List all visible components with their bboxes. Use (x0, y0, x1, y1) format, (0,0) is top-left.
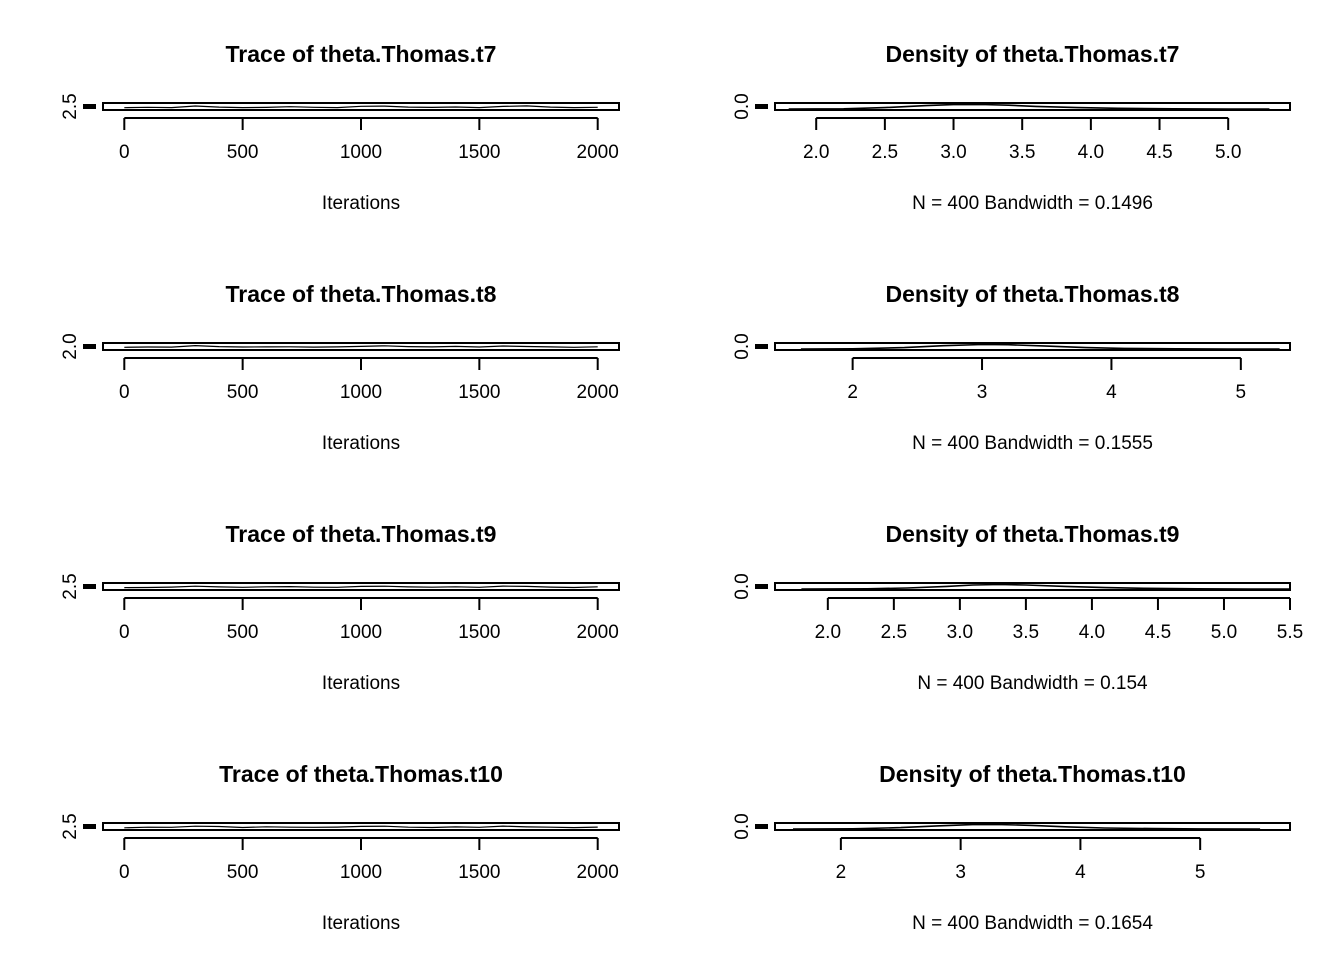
x-tick-label: 3.0 (947, 622, 973, 643)
x-tick-label: 2.0 (815, 622, 841, 643)
panel-5: Trace of theta.Thomas.t9 0 500 1000 1500 2000… (60, 521, 620, 694)
y-tick-marks (83, 344, 95, 349)
panel-title: Density of theta.Thomas.t7 (886, 41, 1180, 67)
x-tick-label: 2 (836, 862, 847, 883)
x-tick-label: 500 (227, 862, 259, 883)
x-tick-label: 4 (1075, 862, 1086, 883)
plot-frame (774, 582, 1291, 591)
y-tick-label: 0.0 (732, 813, 753, 839)
density-curve (801, 583, 1290, 590)
x-tick-label: 2000 (577, 622, 619, 643)
x-tick-label: 1000 (340, 622, 382, 643)
x-tick-label: 2.0 (803, 142, 829, 163)
x-tick-label: 3.5 (1013, 622, 1039, 643)
x-tick-label: 5 (1236, 382, 1247, 403)
x-tick-label: 4.0 (1078, 142, 1104, 163)
y-tick-label: 2.5 (60, 573, 81, 599)
plot-frame (774, 342, 1291, 351)
panel-6: Density of theta.Thomas.t9 2.0 2.5 3.0 3.5 4.… (732, 521, 1303, 694)
x-tick-label: 1500 (458, 382, 500, 403)
density-curve (800, 343, 1280, 350)
x-tick-label: 5 (1195, 862, 1206, 883)
x-tick-label: 3.0 (940, 142, 966, 163)
y-tick-marks (755, 344, 767, 349)
x-tick-label: 2000 (577, 142, 619, 163)
panel-title: Trace of theta.Thomas.t8 (226, 281, 497, 307)
trace-line (124, 105, 598, 109)
trace-line (124, 344, 598, 348)
x-tick-label: 3 (977, 382, 988, 403)
x-axis-label: N = 400 Bandwidth = 0.1654 (912, 913, 1153, 934)
x-tick-label: 3.5 (1009, 142, 1035, 163)
panel-title: Trace of theta.Thomas.t10 (219, 761, 503, 787)
panel-title: Trace of theta.Thomas.t7 (226, 41, 497, 67)
y-tick-marks (755, 584, 767, 589)
panel-1: Trace of theta.Thomas.t7 0 500 1000 1500 2000… (60, 41, 620, 214)
x-tick-label: 5.0 (1211, 622, 1237, 643)
panel-title: Density of theta.Thomas.t8 (886, 281, 1180, 307)
x-tick-label: 0 (119, 862, 130, 883)
y-tick-label: 0.0 (732, 333, 753, 359)
panel-3: Trace of theta.Thomas.t8 0 500 1000 1500 2000… (60, 281, 620, 454)
x-axis-label: Iterations (322, 193, 400, 214)
x-axis-label: Iterations (322, 913, 400, 934)
y-tick-label: 0.0 (732, 93, 753, 119)
x-tick-label: 0 (119, 622, 130, 643)
x-tick-label: 500 (227, 382, 259, 403)
density-curve (788, 103, 1270, 110)
x-tick-label: 2000 (577, 862, 619, 883)
x-axis-label: N = 400 Bandwidth = 0.1555 (912, 433, 1153, 454)
x-axis-label: Iterations (322, 433, 400, 454)
x-tick-label: 4.5 (1145, 622, 1171, 643)
x-tick-label: 2000 (577, 382, 619, 403)
x-tick-label: 1000 (340, 142, 382, 163)
x-tick-label: 2 (847, 382, 858, 403)
y-tick-label: 0.0 (732, 573, 753, 599)
density-curve (792, 823, 1261, 830)
panel-title: Trace of theta.Thomas.t9 (226, 521, 497, 547)
y-tick-marks (755, 104, 767, 109)
y-tick-label: 2.5 (60, 93, 81, 119)
panel-7: Trace of theta.Thomas.t10 0 500 1000 1500 200… (60, 761, 620, 934)
x-tick-label: 4.0 (1079, 622, 1105, 643)
panel-4: Density of theta.Thomas.t8 2 3 4 5 0.0 N = 400… (732, 281, 1291, 454)
x-tick-label: 1000 (340, 382, 382, 403)
x-tick-label: 1500 (458, 862, 500, 883)
y-tick-label: 2.0 (60, 333, 81, 359)
x-axis-label: Iterations (322, 673, 400, 694)
y-tick-marks (83, 824, 95, 829)
y-tick-marks (755, 824, 767, 829)
x-tick-label: 0 (119, 142, 130, 163)
trace-line (124, 825, 598, 829)
x-tick-label: 4.5 (1146, 142, 1172, 163)
x-tick-label: 4 (1106, 382, 1117, 403)
x-tick-label: 1000 (340, 862, 382, 883)
panel-8: Density of theta.Thomas.t10 2 3 4 5 0.0 N = 40… (732, 761, 1291, 934)
x-tick-label: 500 (227, 622, 259, 643)
x-tick-label: 1500 (458, 142, 500, 163)
panel-title: Density of theta.Thomas.t10 (879, 761, 1186, 787)
x-tick-label: 0 (119, 382, 130, 403)
x-tick-label: 3 (955, 862, 966, 883)
x-axis-label: N = 400 Bandwidth = 0.154 (917, 673, 1148, 694)
x-tick-label: 2.5 (872, 142, 898, 163)
x-tick-label: 500 (227, 142, 259, 163)
y-tick-label: 2.5 (60, 813, 81, 839)
panel-title: Density of theta.Thomas.t9 (886, 521, 1180, 547)
plot-frame (774, 822, 1291, 831)
x-tick-label: 5.0 (1215, 142, 1241, 163)
trace-line (124, 585, 598, 589)
x-axis-label: N = 400 Bandwidth = 0.1496 (912, 193, 1153, 214)
x-tick-label: 1500 (458, 622, 500, 643)
panel-2: Density of theta.Thomas.t7 2.0 2.5 3.0 3.5 4.… (732, 41, 1291, 214)
y-tick-marks (83, 584, 95, 589)
x-tick-label: 2.5 (881, 622, 907, 643)
y-tick-marks (83, 104, 95, 109)
x-tick-label: 5.5 (1277, 622, 1303, 643)
